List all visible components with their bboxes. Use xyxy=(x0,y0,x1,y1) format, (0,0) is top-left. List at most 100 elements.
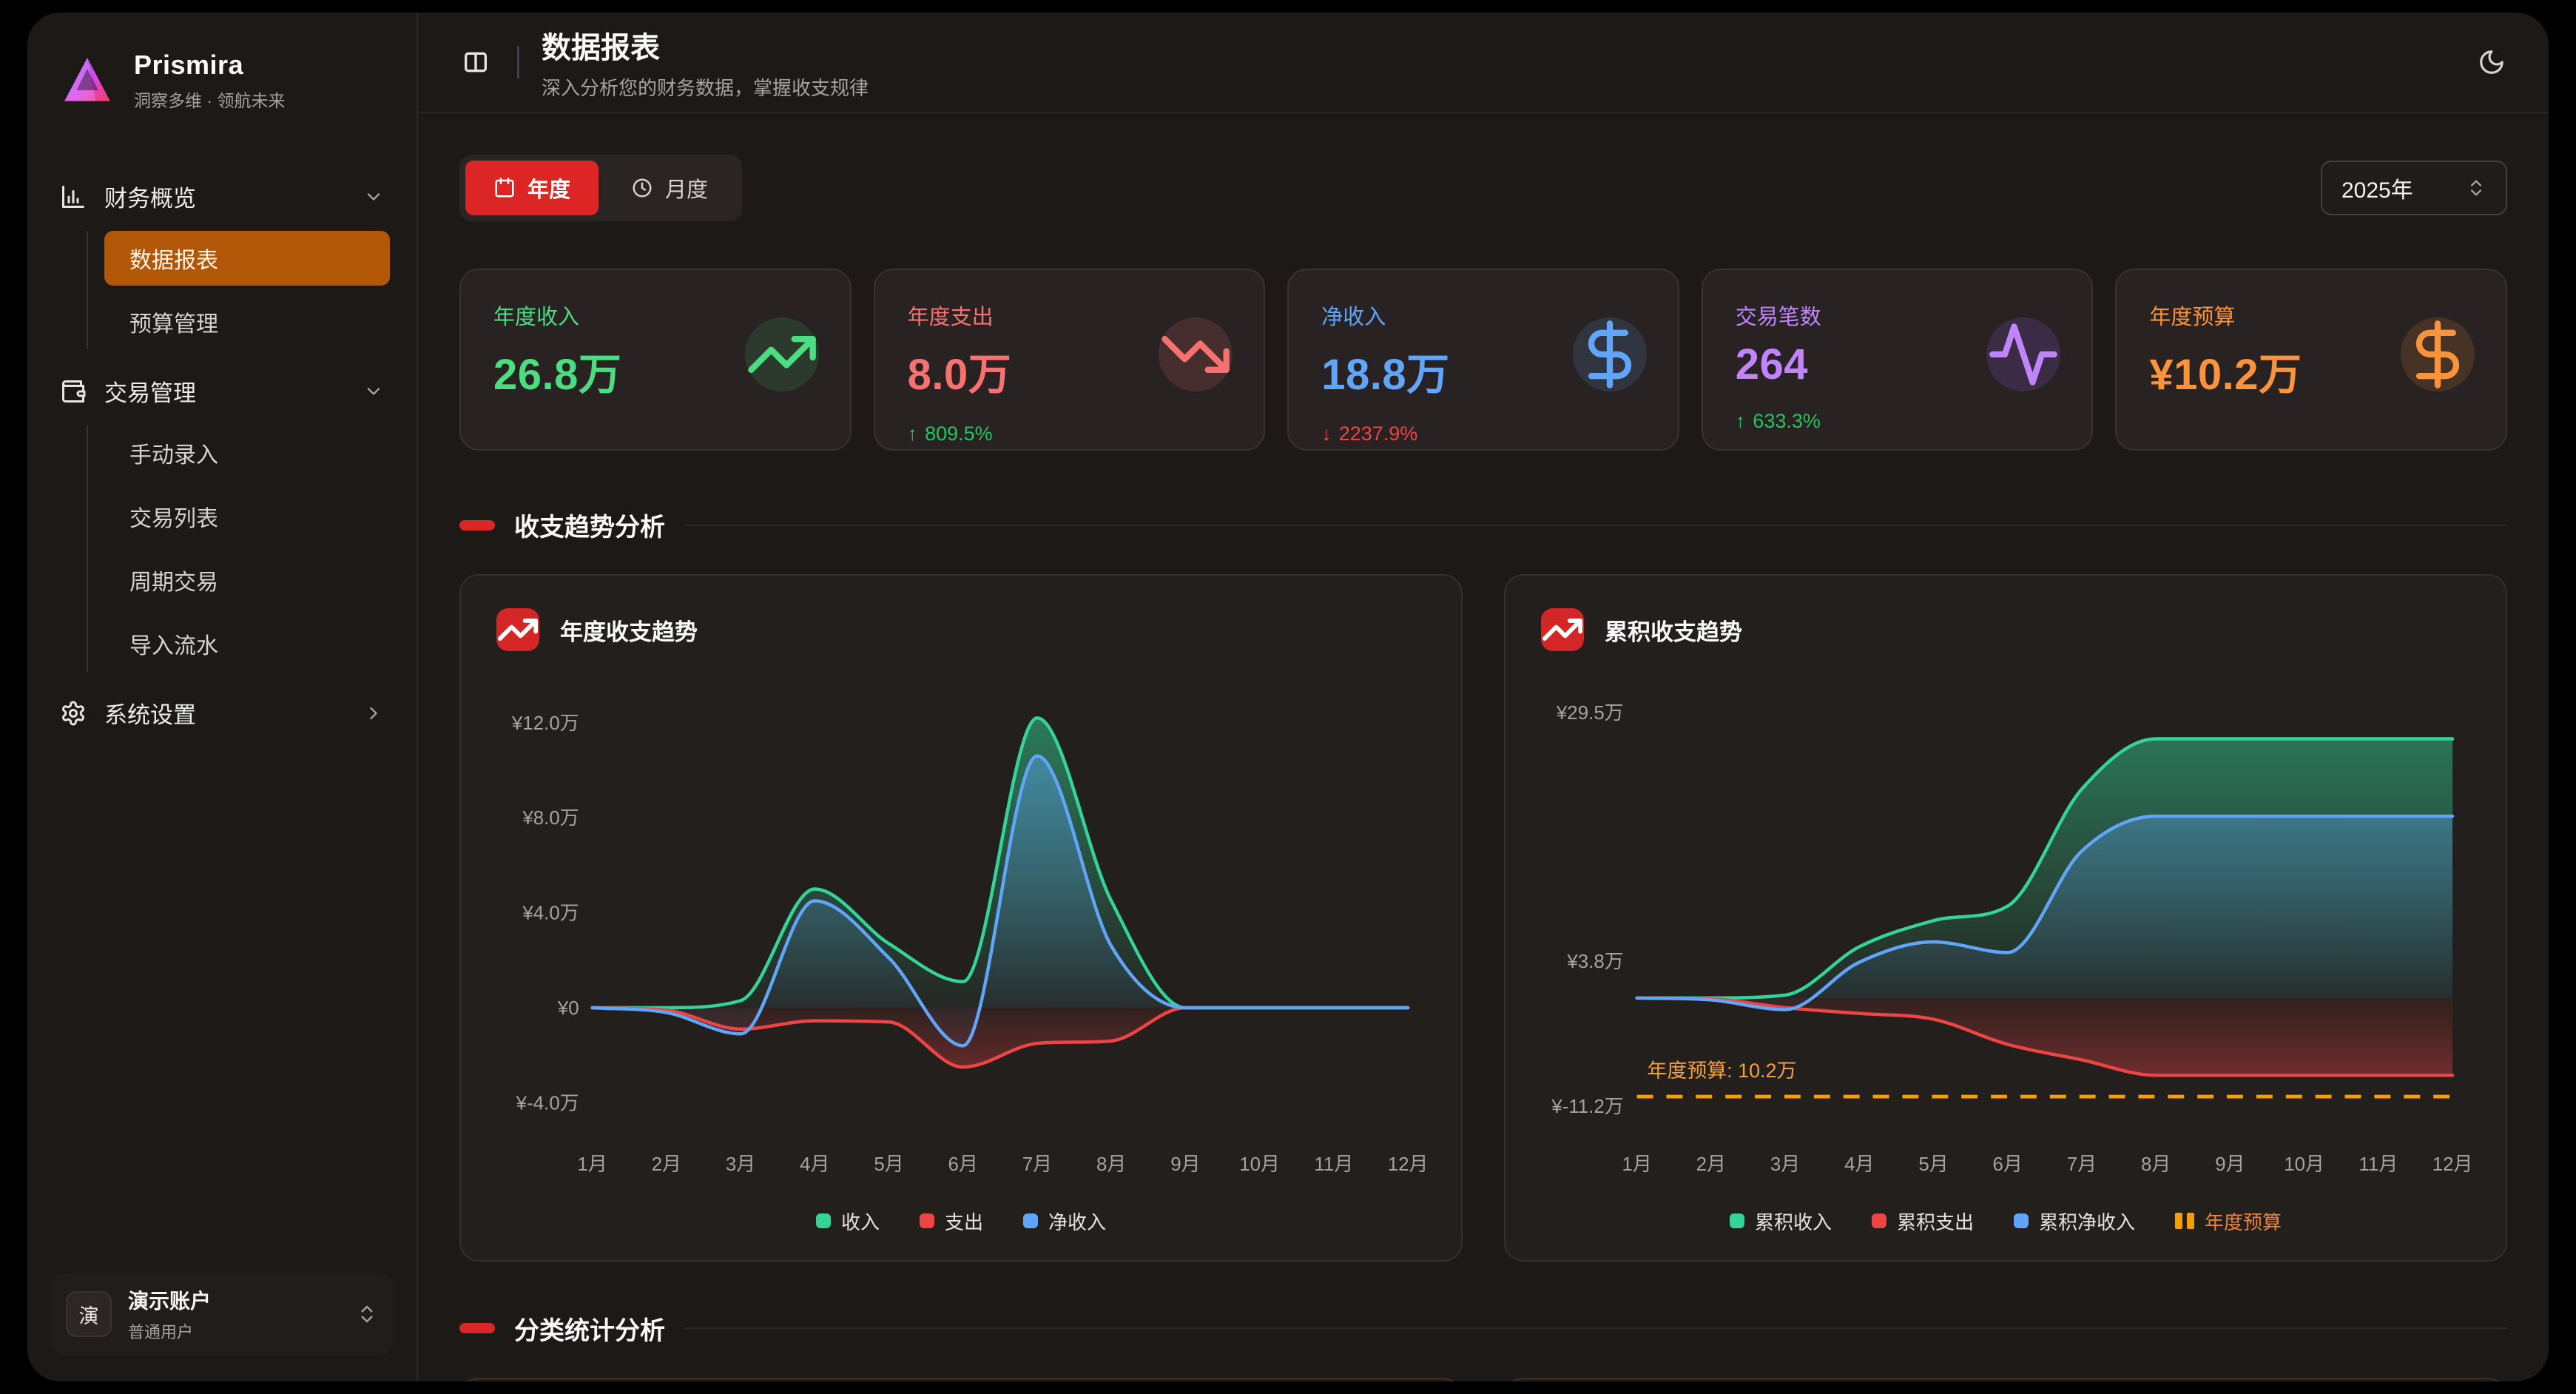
legend-item-年度预算[interactable]: 年度预算 xyxy=(2175,1208,2282,1235)
arrow-up-icon: ↑ xyxy=(1735,410,1746,432)
area-支出 xyxy=(592,1007,1409,1068)
legend-item-累积净收入[interactable]: 累积净收入 xyxy=(2014,1208,2135,1235)
legend-square-marker xyxy=(1023,1213,1038,1229)
legend-square-marker xyxy=(2014,1213,2029,1229)
category-card xyxy=(1504,1377,2507,1381)
legend-item-收入[interactable]: 收入 xyxy=(815,1208,880,1235)
legend-dash-marker xyxy=(2175,1213,2195,1230)
y-tick-label: ¥-11.2万 xyxy=(1551,1097,1623,1117)
x-tick-label: 8月 xyxy=(2141,1154,2171,1175)
chart-card-年度收支趋势: 年度收支趋势 ¥12.0万 ¥8.0万 ¥4.0万 ¥0 ¥-4.0万 1月 2月 3月 4月 5月… xyxy=(459,574,1463,1262)
section-accent-dash xyxy=(459,519,495,531)
sidebar-group-label: 交易管理 xyxy=(104,380,196,406)
period-tabs: 年度 月度 xyxy=(459,155,743,221)
clock-icon xyxy=(631,177,653,199)
wallet-icon xyxy=(60,378,87,405)
x-tick-label: 9月 xyxy=(1170,1154,1200,1175)
x-tick-label: 3月 xyxy=(1770,1154,1800,1175)
sidebar-item-交易列表[interactable]: 交易列表 xyxy=(129,507,218,531)
calendar-icon xyxy=(493,177,516,199)
x-tick-label: 8月 xyxy=(1096,1154,1126,1175)
sidebar-item-周期交易[interactable]: 周期交易 xyxy=(129,570,218,595)
trending-up-icon xyxy=(1541,608,1584,651)
legend-item-累积收入[interactable]: 累积收入 xyxy=(1729,1208,1832,1235)
section-title: 分类统计分析 xyxy=(514,1316,665,1345)
page-subtitle: 深入分析您的财务数据，掌握收支规律 xyxy=(542,77,869,99)
stat-label: 交易笔数 xyxy=(1735,306,1821,329)
chart-header: 年度收支趋势 xyxy=(496,608,1426,651)
sidebar-group-系统设置[interactable]: 系统设置 xyxy=(51,681,393,744)
sidebar-toggle-button[interactable] xyxy=(456,43,495,81)
line-净收入 xyxy=(590,754,1410,1048)
page-title: 数据报表 xyxy=(542,32,660,64)
sidebar-item-导入流水[interactable]: 导入流水 xyxy=(129,634,218,659)
x-tick-label: 10月 xyxy=(2284,1154,2324,1175)
brand-name: Prismira xyxy=(134,50,244,80)
charts-row: 年度收支趋势 ¥12.0万 ¥8.0万 ¥4.0万 ¥0 ¥-4.0万 1月 2月 3月 4月 5月… xyxy=(459,574,2507,1262)
x-tick-label: 4月 xyxy=(1844,1154,1874,1175)
bar-chart-icon xyxy=(60,183,87,210)
sidebar-group-label: 财务概览 xyxy=(104,186,196,212)
chevrons-up-down-icon xyxy=(356,1303,378,1325)
sidebar-group-财务概览[interactable]: 财务概览 xyxy=(51,165,393,228)
legend-item-净收入[interactable]: 净收入 xyxy=(1023,1208,1106,1235)
legend-item-累积支出[interactable]: 累积支出 xyxy=(1871,1208,1974,1235)
chevrons-up-down-icon xyxy=(2466,178,2486,198)
brand: Prismira 洞察多维 · 领航未来 xyxy=(51,42,393,131)
legend-square-marker xyxy=(815,1213,831,1229)
stat-delta: ↓ 2237.9% xyxy=(1321,422,1418,445)
sidebar-item-手动录入[interactable]: 手动录入 xyxy=(129,443,218,468)
sidebar-item-预算管理[interactable]: 预算管理 xyxy=(129,312,218,337)
tab-月度[interactable]: 月度 xyxy=(603,161,736,215)
legend-item-支出[interactable]: 支出 xyxy=(919,1208,983,1235)
submenu: 手动录入交易列表周期交易导入流水 xyxy=(87,425,390,671)
category-cards-row xyxy=(459,1377,2507,1381)
x-tick-label: 12月 xyxy=(2432,1154,2470,1175)
x-tick-label: 5月 xyxy=(874,1154,903,1175)
stat-card-年度支出: 年度支出 8.0万 ↑ 809.5% xyxy=(873,269,1266,451)
dollar-icon xyxy=(2400,317,2475,391)
section-accent-dash xyxy=(459,1323,495,1334)
x-tick-label: 3月 xyxy=(726,1154,755,1175)
sidebar-group-交易管理[interactable]: 交易管理 xyxy=(51,360,393,422)
section-rule xyxy=(684,524,2507,526)
sidebar-nav: 财务概览数据报表预算管理交易管理手动录入交易列表周期交易导入流水系统设置 xyxy=(51,165,393,1273)
stat-card-年度收入: 年度收入 26.8万 xyxy=(459,269,852,451)
stat-cards: 年度收入 26.8万 年度支出 8.0万 ↑ 809.5% 净收入 18.8万 ↓ 2237.9%… xyxy=(459,269,2507,451)
user-card[interactable]: 演 演示账户 普通用户 xyxy=(51,1273,393,1355)
x-tick-label: 6月 xyxy=(948,1154,978,1175)
section-category: 分类统计分析 xyxy=(459,1310,2507,1347)
tab-label: 月度 xyxy=(665,178,709,202)
chart-header: 累积收支趋势 xyxy=(1541,608,2470,651)
sidebar: Prismira 洞察多维 · 领航未来 财务概览数据报表预算管理交易管理手动录… xyxy=(27,13,418,1381)
stat-label: 年度预算 xyxy=(2149,306,2236,329)
line-累积收入 xyxy=(1635,737,2455,1000)
x-tick-label: 10月 xyxy=(1239,1154,1280,1175)
panel-left-icon xyxy=(461,47,490,77)
x-tick-label: 12月 xyxy=(1388,1154,1426,1175)
stat-value: 18.8万 xyxy=(1321,351,1450,399)
topbar: 数据报表 深入分析您的财务数据，掌握收支规律 xyxy=(418,13,2549,113)
gear-icon xyxy=(60,700,87,727)
submenu: 数据报表预算管理 xyxy=(87,231,390,349)
line-累积净收入 xyxy=(1635,814,2455,1011)
tab-年度[interactable]: 年度 xyxy=(465,161,599,215)
chart-card-累积收支趋势: 累积收支趋势 ¥29.5万 ¥3.8万 ¥-11.2万 1月 2月 3月 4月 5月 6月 7月 8月… xyxy=(1504,574,2507,1262)
moon-icon xyxy=(2478,48,2506,76)
x-tick-label: 5月 xyxy=(1918,1154,1948,1175)
chart-plot: ¥12.0万 ¥8.0万 ¥4.0万 ¥0 ¥-4.0万 1月 2月 3月 4月 5月 6月 7月 8月… xyxy=(511,713,1426,1175)
year-select[interactable]: 2025年 xyxy=(2321,161,2507,215)
x-tick-label: 2月 xyxy=(1696,1154,1726,1175)
area-累积支出 xyxy=(1636,997,2453,1076)
line-累积支出 xyxy=(1635,996,2455,1077)
theme-toggle-button[interactable] xyxy=(2473,44,2510,81)
stat-label: 年度支出 xyxy=(907,306,994,329)
x-tick-label: 7月 xyxy=(2067,1154,2097,1175)
x-tick-label: 11月 xyxy=(2358,1154,2398,1175)
chart-title: 年度收支趋势 xyxy=(560,619,698,645)
chart-title: 累积收支趋势 xyxy=(1605,619,1742,645)
sidebar-item-数据报表[interactable]: 数据报表 xyxy=(104,231,390,286)
y-tick-label: ¥4.0万 xyxy=(522,903,579,924)
stat-label: 净收入 xyxy=(1321,306,1386,329)
trending-up-icon xyxy=(496,608,539,651)
